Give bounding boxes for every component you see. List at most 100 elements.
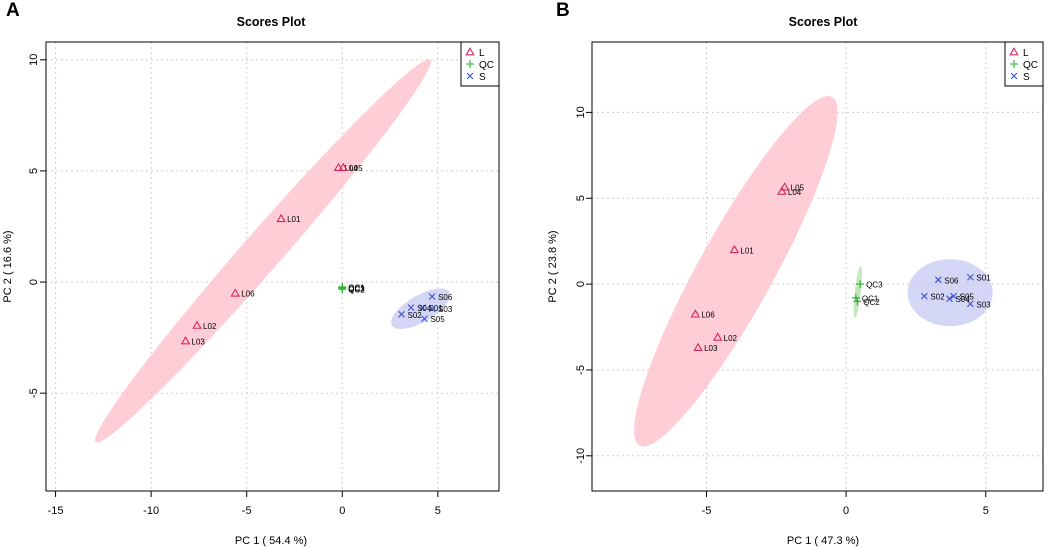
point-label-s05: S05 xyxy=(430,315,445,324)
y-tick-label: -10 xyxy=(575,448,587,464)
y-tick-label: 5 xyxy=(575,195,587,201)
plot-frame xyxy=(591,41,1044,492)
point-l04 xyxy=(333,162,344,171)
ellipse-s xyxy=(907,259,993,327)
plot-frame xyxy=(45,41,500,492)
point-label-qc2: QC2 xyxy=(348,286,365,295)
x-tick-label: 5 xyxy=(435,505,441,517)
scores-plot-panel-a: -15 -10 -5 0 5 -5 0 5 10 Scores Plot PC 1 ( 54.4 %… xyxy=(2,15,500,547)
point-s01 xyxy=(967,273,974,281)
legend-symbol-l xyxy=(465,47,475,56)
x-tick-label: -5 xyxy=(702,505,712,517)
point-label-s04: S04 xyxy=(417,304,432,313)
point-label-s01: S01 xyxy=(976,274,991,283)
point-label-s02: S02 xyxy=(408,311,423,320)
point-label-l02: L02 xyxy=(724,334,738,343)
point-l03 xyxy=(693,342,703,352)
y-tick-label: 10 xyxy=(575,106,587,118)
point-label-l01: L01 xyxy=(287,215,301,224)
point-s03 xyxy=(967,300,974,308)
point-label-s03: S03 xyxy=(438,305,453,314)
point-l06 xyxy=(690,309,701,318)
point-label-qc1: QC1 xyxy=(348,283,365,292)
point-label-l02: L02 xyxy=(203,322,217,331)
point-s02 xyxy=(920,292,928,300)
point-qc2 xyxy=(853,297,862,306)
panel-label-b: B xyxy=(556,0,570,21)
ellipse-qc xyxy=(853,266,862,318)
point-label-qc3: QC3 xyxy=(348,285,365,294)
legend-label-s: S xyxy=(1023,72,1030,83)
ellipse-l xyxy=(634,96,838,447)
point-s02 xyxy=(398,310,405,318)
point-l04 xyxy=(777,186,787,195)
point-label-qc2: QC2 xyxy=(863,298,880,307)
point-label-s06: S06 xyxy=(438,293,453,302)
point-qc3 xyxy=(856,280,865,289)
legend-label-qc: QC xyxy=(479,60,494,71)
x-tick-label: 0 xyxy=(339,505,345,517)
y-axis-label: PC 2 ( 16.6 %) xyxy=(2,230,14,302)
point-s03 xyxy=(428,305,436,313)
x-tick-label: -15 xyxy=(48,505,64,517)
legend-symbol-s xyxy=(1010,72,1018,80)
point-qc3 xyxy=(338,284,347,293)
chart-title: Scores Plot xyxy=(237,15,307,29)
ellipse-s xyxy=(391,288,451,329)
y-tick-label: 5 xyxy=(28,168,40,174)
point-s04 xyxy=(407,304,415,312)
point-qc1 xyxy=(851,293,860,302)
point-l05 xyxy=(779,182,790,191)
panel-label-a: A xyxy=(6,0,20,21)
legend-symbol-s xyxy=(466,72,474,80)
point-label-l01: L01 xyxy=(740,246,754,255)
legend-symbol-qc xyxy=(1010,60,1018,68)
legend-symbol-qc xyxy=(466,60,474,68)
y-tick-label: 0 xyxy=(575,281,587,287)
point-label-s06: S06 xyxy=(944,276,959,285)
legend-label-qc: QC xyxy=(1023,60,1038,71)
scores-plot-panel-b: -5 0 5 -10 -5 0 5 10 Scores Plot PC 1 ( 47.3 %) PC… xyxy=(547,15,1044,547)
point-label-qc1: QC1 xyxy=(862,294,879,303)
chart-title: Scores Plot xyxy=(789,15,859,29)
x-axis-label: PC 1 ( 47.3 %) xyxy=(787,535,859,547)
point-label-l06: L06 xyxy=(701,311,715,320)
point-label-l03: L03 xyxy=(704,344,718,353)
point-s05 xyxy=(950,292,958,300)
point-l03 xyxy=(180,336,191,345)
legend-label-l: L xyxy=(479,48,485,59)
y-tick-label: 10 xyxy=(28,54,40,66)
point-label-s04: S04 xyxy=(955,295,970,304)
point-l01 xyxy=(276,213,286,223)
point-label-l03: L03 xyxy=(192,337,206,346)
point-l02 xyxy=(712,332,723,341)
point-label-qc3: QC3 xyxy=(866,281,883,290)
legend-symbol-l xyxy=(1009,47,1019,56)
point-label-s03: S03 xyxy=(976,300,991,309)
point-label-s01: S01 xyxy=(429,304,444,313)
legend-label-s: S xyxy=(479,72,486,83)
x-tick-label: 0 xyxy=(843,505,849,517)
point-label-l06: L06 xyxy=(241,290,255,299)
point-l02 xyxy=(192,320,202,329)
point-s01 xyxy=(419,304,426,312)
x-axis-label: PC 1 ( 54.4 %) xyxy=(235,535,307,547)
point-label-l04: L04 xyxy=(344,164,358,173)
point-s04 xyxy=(946,295,953,303)
point-label-s02: S02 xyxy=(930,293,945,302)
point-label-l05: L05 xyxy=(349,164,363,173)
legend-label-l: L xyxy=(1023,48,1029,59)
ellipse-l xyxy=(95,59,431,443)
x-tick-label: 5 xyxy=(983,505,989,517)
y-axis-label: PC 2 ( 23.8 %) xyxy=(547,230,559,302)
point-s05 xyxy=(421,315,428,323)
point-l01 xyxy=(729,244,740,254)
point-l05 xyxy=(338,162,348,171)
y-tick-label: -5 xyxy=(28,388,40,398)
point-s06 xyxy=(934,276,942,284)
point-l06 xyxy=(230,288,240,297)
point-s06 xyxy=(428,293,436,300)
